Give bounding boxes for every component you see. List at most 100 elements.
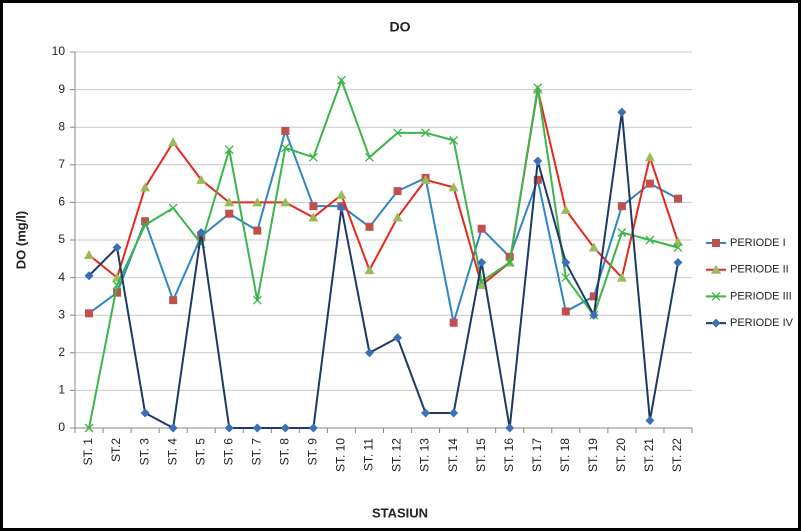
x-tick-label: ST. 4: [165, 438, 179, 466]
marker: [560, 204, 571, 214]
marker: [168, 137, 179, 147]
marker: [85, 309, 94, 318]
marker: [617, 228, 627, 237]
marker: [365, 222, 374, 231]
marker: [533, 175, 542, 184]
marker: [711, 318, 721, 328]
marker: [280, 143, 290, 153]
marker: [196, 227, 206, 237]
x-tick-label: ST. 6: [221, 438, 235, 466]
marker: [364, 348, 374, 358]
marker: [308, 212, 319, 222]
x-tick-label: ST. 15: [474, 438, 488, 472]
marker: [364, 265, 375, 275]
marker: [224, 423, 234, 433]
marker: [84, 271, 94, 281]
marker: [477, 258, 487, 268]
marker: [253, 226, 262, 235]
marker: [336, 203, 346, 213]
y-tick-label: 1: [58, 383, 65, 397]
series-line: [88, 127, 679, 324]
marker: [448, 182, 459, 192]
marker: [505, 423, 515, 433]
marker: [673, 258, 683, 268]
x-tick-label: ST. 19: [586, 438, 600, 472]
marker: [336, 75, 346, 85]
y-tick-label: 3: [58, 307, 65, 321]
marker: [449, 318, 458, 327]
legend-label: PERIODE IV: [730, 317, 794, 329]
x-tick-label: ST. 9: [306, 438, 320, 466]
x-tick-label: ST. 16: [502, 438, 516, 472]
marker: [308, 423, 318, 433]
x-tick-label: ST. 20: [614, 438, 628, 472]
marker: [140, 182, 151, 192]
y-tick-label: 2: [58, 345, 65, 359]
y-tick-label: 0: [58, 420, 65, 434]
marker: [393, 187, 402, 196]
marker: [252, 423, 262, 433]
x-axis-title: STASIUN: [372, 505, 428, 520]
marker: [421, 128, 431, 138]
x-tick-label: ST. 18: [558, 438, 572, 472]
marker: [308, 152, 318, 162]
marker: [476, 280, 487, 290]
marker: [393, 333, 403, 343]
y-tick-label: 4: [58, 270, 65, 284]
x-tick-label: ST. 5: [193, 438, 207, 466]
marker: [141, 217, 150, 226]
marker: [252, 197, 263, 207]
marker: [449, 408, 459, 418]
marker: [505, 258, 515, 268]
y-tick-label: 9: [58, 82, 65, 96]
marker: [169, 296, 178, 305]
marker: [617, 107, 627, 117]
marker: [533, 83, 543, 93]
x-tick-label: ST. 12: [390, 438, 404, 472]
series-line: [88, 77, 679, 429]
legend-label: PERIODE III: [730, 290, 792, 302]
marker: [589, 310, 599, 320]
y-tick-label: 6: [58, 195, 65, 209]
marker: [561, 307, 570, 316]
marker: [712, 239, 720, 247]
marker: [645, 179, 654, 188]
marker: [84, 423, 94, 433]
x-tick-label: ST. 10: [334, 438, 348, 472]
x-tick-label: ST. 11: [362, 438, 376, 471]
legend-label: PERIODE II: [730, 264, 789, 276]
marker: [645, 235, 655, 245]
marker: [421, 408, 431, 418]
legend-label: PERIODE I: [730, 237, 786, 249]
marker: [393, 128, 402, 138]
x-tick-label: ST. 21: [642, 438, 656, 472]
x-tick-label: ST. 13: [418, 438, 432, 472]
x-tick-label: ST. 17: [530, 438, 544, 472]
marker: [711, 264, 721, 274]
marker: [365, 152, 374, 162]
x-tick-label: ST. 8: [278, 438, 292, 466]
marker: [84, 250, 95, 260]
marker: [196, 174, 207, 184]
marker: [533, 156, 543, 166]
marker: [224, 197, 235, 207]
marker: [280, 197, 291, 207]
chart-title: DO: [390, 19, 411, 35]
marker: [224, 145, 234, 155]
marker: [420, 174, 431, 184]
marker: [673, 243, 683, 252]
marker: [140, 220, 150, 230]
x-tick-label: ST. 14: [446, 438, 460, 472]
marker: [616, 272, 627, 282]
y-tick-label: 10: [52, 44, 66, 58]
marker: [589, 292, 598, 301]
marker: [561, 273, 571, 283]
y-tick-label: 8: [58, 119, 65, 133]
marker: [672, 236, 683, 246]
marker: [309, 202, 318, 211]
marker: [617, 202, 626, 211]
y-tick-label: 5: [58, 232, 65, 246]
marker: [477, 224, 486, 233]
marker: [588, 242, 599, 252]
